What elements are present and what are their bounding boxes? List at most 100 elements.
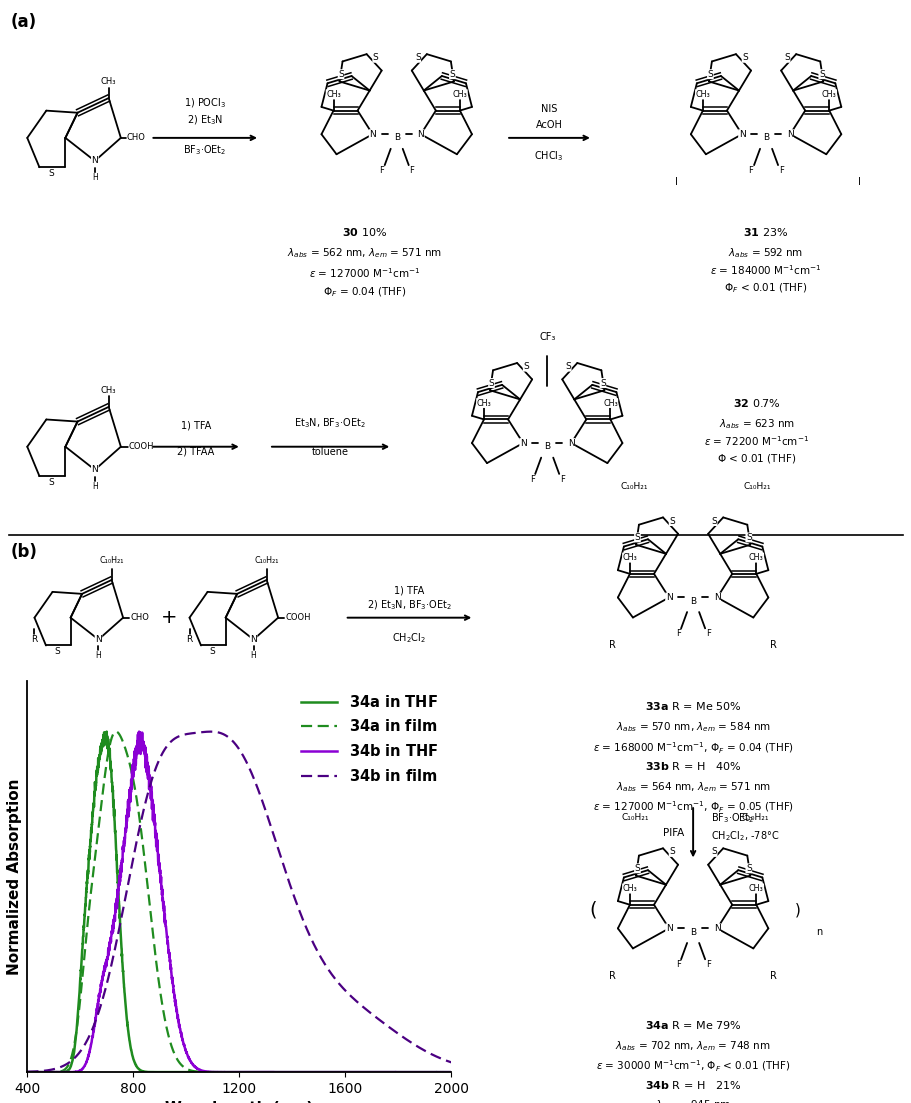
Text: $\mathbf{34b}$ R = H   21%: $\mathbf{34b}$ R = H 21% — [644, 1079, 741, 1091]
Text: $\Phi_F$ < 0.01 (THF): $\Phi_F$ < 0.01 (THF) — [723, 281, 807, 295]
Text: S: S — [48, 478, 55, 486]
Text: BF$_3$·OEt$_2$: BF$_3$·OEt$_2$ — [711, 811, 754, 825]
Text: CHO: CHO — [127, 133, 146, 142]
$\mathbf{34b}$ in film — [445, 1056, 456, 1069]
Text: $\mathbf{33a}$ R = Me 50%: $\mathbf{33a}$ R = Me 50% — [644, 700, 741, 713]
$\mathbf{34a}$ in film — [70, 1029, 81, 1042]
Text: $\Phi$ < 0.01 (THF): $\Phi$ < 0.01 (THF) — [717, 452, 795, 465]
Text: S: S — [565, 362, 570, 371]
Text: (: ( — [589, 900, 596, 920]
Text: S: S — [745, 533, 751, 542]
$\mathbf{34a}$ in THF — [203, 1065, 214, 1079]
$\mathbf{34b}$ in THF — [392, 1065, 403, 1079]
$\mathbf{34b}$ in THF — [96, 979, 107, 993]
Line: $\mathbf{34a}$ in THF: $\mathbf{34a}$ in THF — [27, 731, 451, 1072]
Text: N: N — [568, 439, 574, 448]
Text: 2) Et$_3$N: 2) Et$_3$N — [187, 114, 223, 127]
Text: F: F — [705, 961, 710, 970]
X-axis label: Wavelength (nm): Wavelength (nm) — [165, 1102, 313, 1103]
$\mathbf{34a}$ in film — [437, 1065, 448, 1079]
$\mathbf{34b}$ in THF — [70, 1065, 81, 1079]
Text: R: R — [31, 635, 37, 644]
Text: $\mathbf{32}$ 0.7%: $\mathbf{32}$ 0.7% — [732, 397, 780, 409]
$\mathbf{34b}$ in film — [437, 1052, 448, 1065]
$\mathbf{34b}$ in THF — [437, 1065, 448, 1079]
Text: 2) TFAA: 2) TFAA — [178, 447, 214, 457]
Text: CH₃: CH₃ — [602, 398, 617, 407]
Text: Et$_3$N, BF$_3$·OEt$_2$: Et$_3$N, BF$_3$·OEt$_2$ — [294, 416, 365, 430]
Text: N: N — [786, 130, 793, 139]
$\mathbf{34b}$ in THF — [185, 1054, 196, 1068]
Text: F: F — [778, 167, 783, 175]
Text: CHCl$_3$: CHCl$_3$ — [534, 149, 563, 163]
Text: S: S — [669, 847, 674, 856]
Text: H: H — [92, 482, 97, 491]
$\mathbf{34a}$ in THF — [70, 1031, 81, 1045]
Text: $\varepsilon$ = 127000 M$^{-1}$cm$^{-1}$: $\varepsilon$ = 127000 M$^{-1}$cm$^{-1}$ — [309, 266, 420, 280]
$\mathbf{34a}$ in THF — [96, 739, 107, 752]
Line: $\mathbf{34a}$ in film: $\mathbf{34a}$ in film — [27, 731, 451, 1072]
$\mathbf{34a}$ in film — [392, 1065, 403, 1079]
Text: S: S — [818, 69, 824, 78]
Text: S: S — [449, 69, 455, 78]
$\mathbf{34a}$ in film — [445, 1065, 456, 1079]
Text: CH₃: CH₃ — [622, 553, 637, 561]
Text: CH₃: CH₃ — [821, 89, 835, 98]
Text: B: B — [544, 442, 549, 451]
Text: CH₃: CH₃ — [748, 553, 763, 561]
Text: C₁₀H₂₁: C₁₀H₂₁ — [99, 556, 124, 565]
Text: AcOH: AcOH — [535, 120, 562, 130]
Text: F: F — [559, 475, 564, 484]
Text: $\varepsilon$ = 127000 M$^{-1}$cm$^{-1}$, $\Phi_F$ = 0.05 (THF): $\varepsilon$ = 127000 M$^{-1}$cm$^{-1}$… — [592, 800, 793, 815]
$\mathbf{34b}$ in THF — [22, 1065, 33, 1079]
Text: C₁₀H₂₁: C₁₀H₂₁ — [742, 482, 770, 491]
Text: B: B — [763, 133, 768, 142]
Text: F: F — [705, 630, 710, 639]
$\mathbf{34a}$ in film — [22, 1065, 33, 1079]
Text: $\lambda_{abs}$ = 564 nm, $\lambda_{em}$ = 571 nm: $\lambda_{abs}$ = 564 nm, $\lambda_{em}$… — [615, 780, 770, 794]
Text: C₁₀H₂₁: C₁₀H₂₁ — [619, 482, 647, 491]
Text: S: S — [523, 362, 528, 371]
$\mathbf{34b}$ in THF — [133, 725, 144, 738]
Y-axis label: Normalized Absorption: Normalized Absorption — [6, 778, 22, 975]
Text: (b): (b) — [11, 543, 37, 560]
Text: $\lambda_{abs}$ = 592 nm: $\lambda_{abs}$ = 592 nm — [728, 246, 803, 260]
Text: F: F — [675, 630, 680, 639]
$\mathbf{34a}$ in THF — [101, 725, 112, 738]
Text: $\mathbf{33b}$ R = H   40%: $\mathbf{33b}$ R = H 40% — [644, 760, 741, 772]
Text: COOH: COOH — [285, 613, 311, 622]
Text: S: S — [338, 69, 343, 78]
Text: 1) TFA: 1) TFA — [394, 586, 425, 596]
$\mathbf{34b}$ in film — [205, 725, 216, 738]
Text: S: S — [373, 53, 378, 62]
Text: H: H — [251, 651, 256, 660]
Text: S: S — [711, 516, 716, 525]
Text: R: R — [186, 635, 192, 644]
Text: $\mathbf{30}$ 10%: $\mathbf{30}$ 10% — [342, 226, 387, 238]
Text: CH₃: CH₃ — [476, 398, 491, 407]
Text: H: H — [96, 651, 101, 660]
Text: S: S — [210, 647, 215, 656]
$\mathbf{34b}$ in film — [96, 998, 107, 1011]
Text: N: N — [665, 593, 671, 602]
$\mathbf{34a}$ in THF — [392, 1065, 403, 1079]
Text: F: F — [379, 167, 384, 175]
Text: S: S — [707, 69, 712, 78]
$\mathbf{34a}$ in THF — [437, 1065, 448, 1079]
Text: N: N — [369, 130, 375, 139]
Text: N: N — [665, 924, 671, 933]
Text: F: F — [409, 167, 414, 175]
Text: CH₃: CH₃ — [695, 89, 710, 98]
$\mathbf{34a}$ in THF — [445, 1065, 456, 1079]
Text: R: R — [769, 971, 776, 982]
$\mathbf{34a}$ in film — [96, 802, 107, 815]
Text: S: S — [745, 864, 751, 872]
$\mathbf{34b}$ in film — [70, 1050, 81, 1063]
Text: N: N — [91, 157, 98, 165]
Text: I: I — [856, 176, 860, 188]
Text: 2) Et$_3$N, BF$_3$·OEt$_2$: 2) Et$_3$N, BF$_3$·OEt$_2$ — [367, 599, 451, 612]
Text: S: S — [742, 53, 747, 62]
Text: F: F — [675, 961, 680, 970]
Text: CH₃: CH₃ — [748, 884, 763, 892]
Text: +: + — [160, 608, 177, 628]
